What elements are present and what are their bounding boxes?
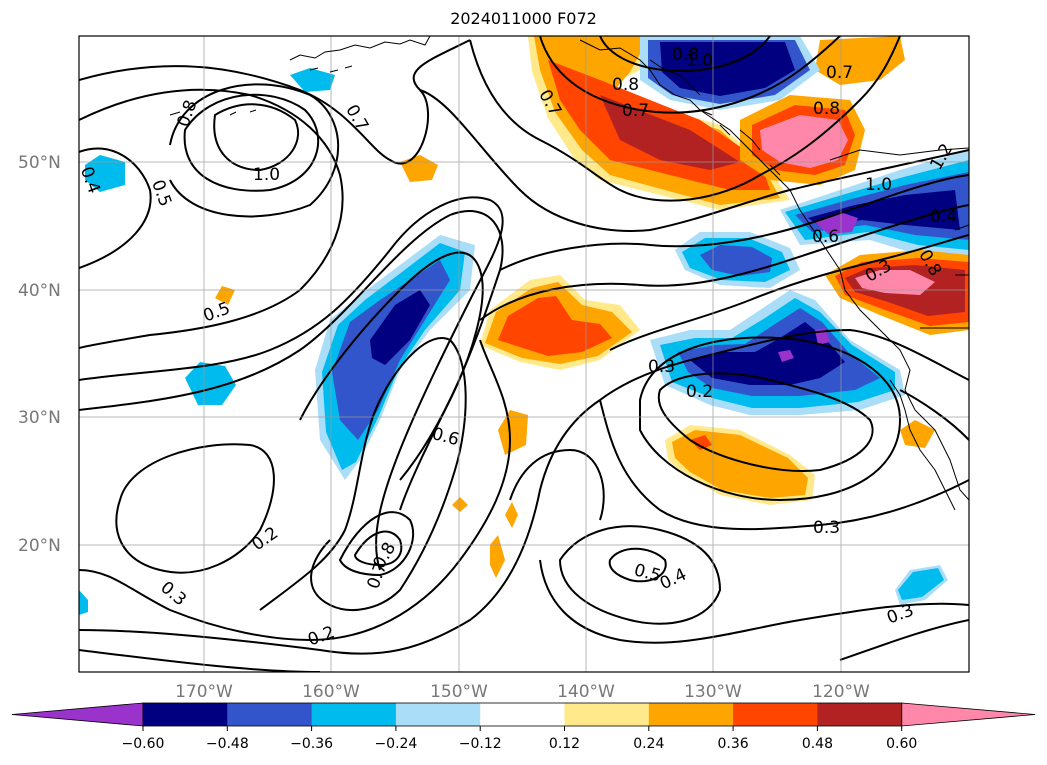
lon-label: 140°W [557,682,615,702]
colorbar-segment [480,703,565,726]
lon-label: 120°W [812,682,870,702]
colorbar-segment [817,703,903,726]
contour-label: 0.8 [813,99,840,119]
colorbar-segment [733,703,818,726]
colorbar-segment [395,703,481,726]
contour-label: 1.0 [865,175,892,195]
longitude-labels: 170°W 160°W 150°W 140°W 130°W 120°W [175,682,870,702]
contour-label: 0.6 [812,227,839,247]
contour-lines [79,36,969,672]
lon-label: 130°W [684,682,742,702]
colorbar-tick-label: −0.36 [290,736,333,752]
colorbar-segment [648,703,734,726]
latitude-labels: 50°N 40°N 30°N 20°N [18,153,61,556]
colorbar-tick-label: −0.48 [206,736,249,752]
colorbar: −0.60 −0.48 −0.36 −0.24 −0.12 0.12 0.24 0.36 0.4… [11,702,1036,752]
colorbar-segment [311,703,397,726]
contour-label: 0.8 [672,45,699,65]
colorbar-tick-label: 0.24 [633,736,664,752]
contour-label: 1.0 [686,51,713,71]
colorbar-tick-label: −0.12 [459,736,502,752]
lon-label: 150°W [430,682,488,702]
contour-label: 0.3 [813,518,840,538]
contour-label: 1.0 [253,165,280,185]
colorbar-tick-label: 0.48 [802,736,833,752]
contour-label: 0.7 [622,101,649,121]
contour-label: 0.4 [930,207,957,227]
colorbar-segment [564,703,650,726]
map-title: 2024011000 F072 [450,9,597,28]
contour-label: 0.7 [826,63,853,83]
contour-label: 0.2 [686,382,713,402]
map-panel: 0.8 0.7 1.0 0.5 0.4 0.5 0.7 0.8 0.7 0.8 … [79,36,969,672]
colorbar-tick-label: 0.60 [886,736,917,752]
graticule [79,36,969,672]
contour-label: 0.3 [648,357,675,377]
colorbar-tick-label: −0.24 [374,736,417,752]
coastline [169,36,969,511]
lon-label: 170°W [175,682,233,702]
lat-label: 50°N [18,153,61,173]
colorbar-segment [227,703,313,726]
lat-label: 30°N [18,408,61,428]
colorbar-extend-min [11,702,144,727]
map-frame [78,35,970,673]
colorbar-tick-label: 0.12 [549,736,580,752]
lat-label: 40°N [18,281,61,301]
colorbar-outline [142,702,903,727]
colorbar-segment [143,703,228,726]
colorbar-extend-max [901,702,1036,727]
lon-label: 160°W [302,682,360,702]
colorbar-tick-label: 0.36 [718,736,749,752]
lat-label: 20°N [18,536,61,556]
colorbar-tick-label: −0.60 [122,736,165,752]
contour-label: 0.8 [612,75,639,95]
